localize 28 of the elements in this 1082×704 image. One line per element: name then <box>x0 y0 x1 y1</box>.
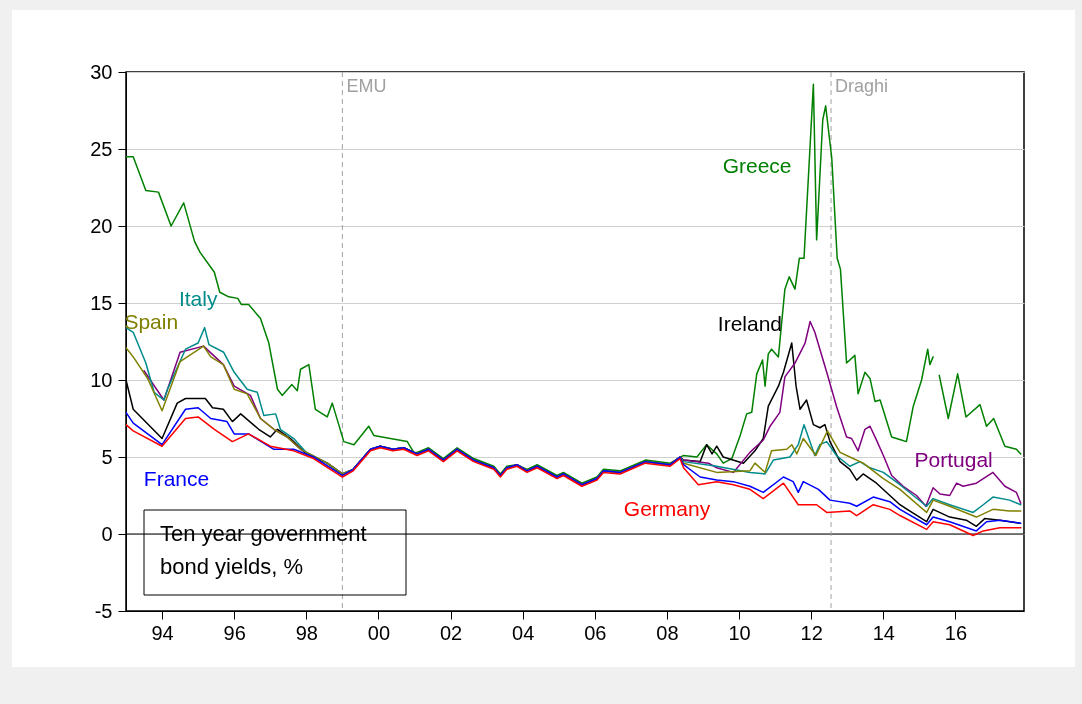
x-tick-label: 94 <box>151 621 174 644</box>
ref-line-label: EMU <box>346 76 387 96</box>
y-tick-label: 15 <box>90 291 113 314</box>
x-tick-label: 10 <box>728 621 751 644</box>
y-tick-label: 30 <box>90 60 113 83</box>
x-tick-label: 98 <box>295 621 318 644</box>
series-label: Italy <box>178 286 218 310</box>
y-tick-label: 0 <box>101 522 113 545</box>
x-tick-label: 08 <box>656 621 679 644</box>
series-label: Portugal <box>914 447 993 471</box>
y-tick-label: 25 <box>90 137 113 160</box>
x-tick-label: 12 <box>800 621 823 644</box>
series-label: Germany <box>623 497 711 521</box>
series-label: Greece <box>722 154 792 178</box>
x-tick-label: 06 <box>584 621 607 644</box>
y-tick-label: -5 <box>94 599 113 622</box>
x-tick-label: 14 <box>872 621 895 644</box>
series-label: Ireland <box>717 311 783 335</box>
y-tick-label: 5 <box>101 445 113 468</box>
x-tick-label: 96 <box>223 621 246 644</box>
x-tick-label: 00 <box>367 621 391 644</box>
x-tick-label: 16 <box>944 621 968 644</box>
series-label: France <box>143 467 210 491</box>
y-tick-label: 20 <box>90 214 113 237</box>
x-tick-label: 02 <box>439 621 463 644</box>
ref-line-label: Draghi <box>835 76 889 96</box>
x-tick-label: 04 <box>512 621 535 644</box>
y-tick-label: 10 <box>90 368 113 391</box>
